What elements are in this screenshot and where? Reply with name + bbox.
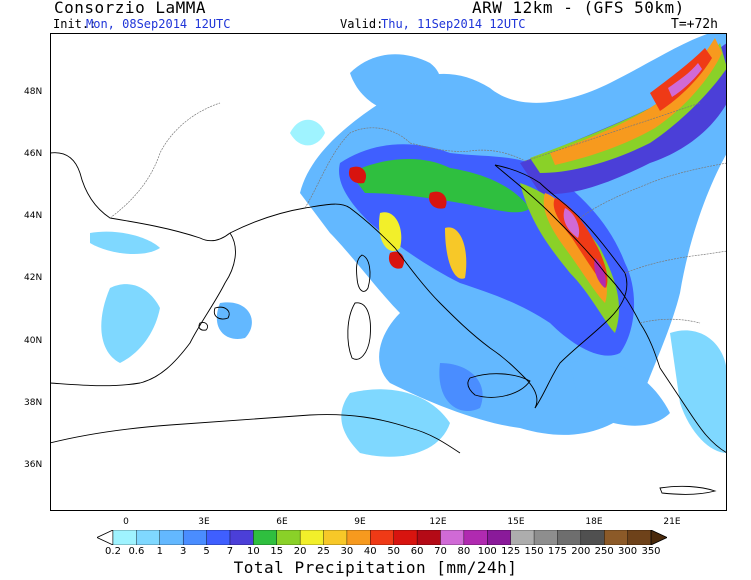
lon-label: 0 [123,517,129,527]
colorbar-tick-label: 10 [246,546,260,557]
colorbar-min-arrow [97,530,114,545]
org-title: Consorzio LaMMA [54,0,206,17]
lat-label: 36N [24,460,43,470]
colorbar-tick-label: 20 [293,546,307,557]
init-label: Init.: [53,17,97,31]
colorbar-swatch [229,530,254,545]
colorbar-tick-label: 40 [363,546,377,557]
lon-label: 15E [507,517,525,527]
lon-label: 6E [276,517,288,527]
colorbar-tick-label: 60 [410,546,424,557]
colorbar-swatch [299,530,325,545]
colorbar-tick-label: 15 [270,546,284,557]
colorbar-swatch [159,530,184,545]
lead-time: T=+72h [671,17,718,32]
init-value: Mon, 08Sep2014 12UTC [86,17,231,31]
colorbar-swatch [440,530,465,545]
colorbar-swatch [557,530,582,545]
colorbar-tick-label: 100 [477,546,497,557]
precipitation-field [90,33,727,457]
colorbar-tick-label: 3 [179,546,187,557]
valid-label: Valid: [340,17,384,31]
colorbar-tick-label: 7 [226,546,234,557]
lon-label: 21E [663,517,681,527]
colorbar-tick-label: 200 [571,546,591,557]
colorbar-swatch [276,530,301,545]
colorbar-swatch [253,530,278,545]
colorbar-tick-label: 5 [203,546,210,557]
colorbar-swatch [346,530,371,545]
colorbar-swatch [580,530,605,545]
map-frame [50,33,727,511]
colorbar-tick-label: 70 [434,546,447,557]
colorbar-tick-label: 0.2 [105,546,121,557]
lat-label: 46N [24,149,43,159]
colorbar-swatch [112,530,137,545]
lon-label: 9E [354,517,366,527]
colorbar-swatch [370,530,395,545]
colorbar-tick-label: 1 [156,546,163,557]
colorbar-tick-label: 175 [547,546,567,557]
colorbar [97,530,667,545]
colorbar-swatch [487,530,512,545]
colorbar-tick-label: 250 [594,546,614,557]
lat-label: 38N [24,398,43,408]
colorbar-swatch [510,530,535,545]
colorbar-swatch [604,530,629,545]
colorbar-title: Total Precipitation [mm/24h] [233,558,518,577]
colorbar-tick-label: 0.6 [128,546,145,557]
lon-label: 3E [198,517,210,527]
precipitation-map [50,33,727,511]
model-title: ARW 12km - (GFS 50km) [472,0,685,17]
colorbar-swatch [206,530,231,545]
colorbar-tick-label: 50 [387,546,401,557]
colorbar-swatch [182,530,208,545]
colorbar-tick-label: 25 [317,546,330,557]
colorbar-swatch [463,530,488,545]
colorbar-tick-label: 125 [501,546,521,557]
lon-label: 18E [585,517,603,527]
lon-label: 12E [429,517,447,527]
colorbar-tick-label: 150 [524,546,544,557]
colorbar-tick-label: 80 [457,546,471,557]
colorbar-swatch [627,530,652,545]
colorbar-tick-label: 300 [618,546,638,557]
borders [109,102,727,324]
lat-label: 48N [24,87,43,97]
colorbar-swatch [416,530,441,545]
lat-label: 44N [24,211,43,221]
colorbar-max-arrow [650,530,667,545]
colorbar-swatch [393,530,418,545]
valid-value: Thu, 11Sep2014 12UTC [381,17,526,31]
colorbar-swatch [136,530,161,545]
lat-label: 40N [24,336,43,346]
colorbar-tick-label: 350 [641,546,661,557]
colorbar-swatch [323,530,348,545]
lat-label: 42N [24,273,43,283]
colorbar-tick-label: 30 [340,546,354,557]
colorbar-swatch [533,530,558,545]
